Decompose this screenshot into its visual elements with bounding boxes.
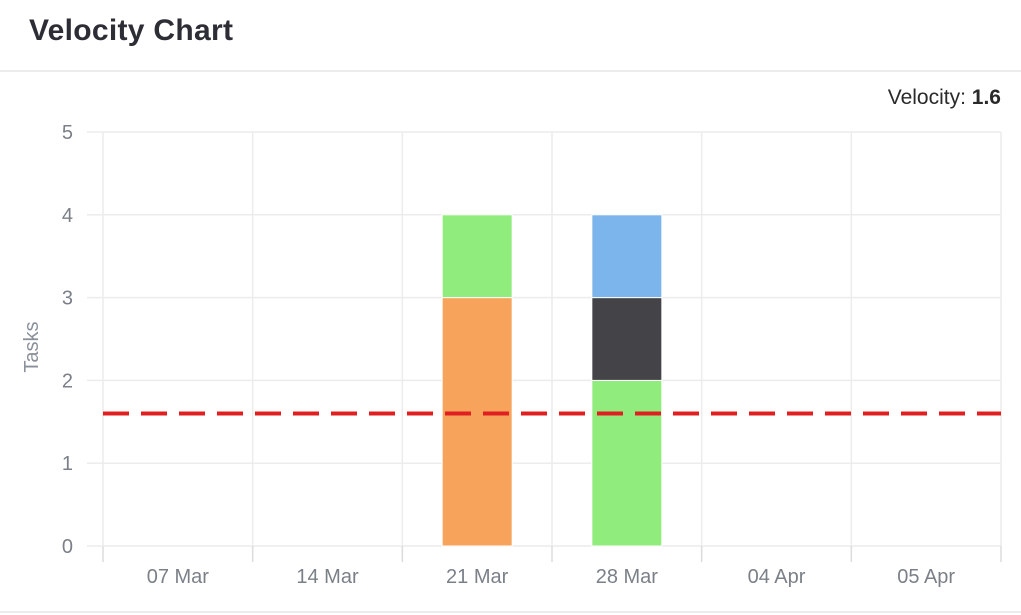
- y-axis-ticks: 0 1 2 3 4 5: [62, 122, 73, 558]
- bar-segment[interactable]: [591, 297, 663, 381]
- x-tick-label: 05 Apr: [897, 566, 955, 588]
- velocity-label: Velocity:: [887, 86, 966, 109]
- chart-header: Velocity Chart: [0, 0, 1021, 72]
- bar-segment[interactable]: [591, 379, 663, 547]
- x-tick-label: 07 Mar: [147, 566, 210, 588]
- x-axis-ticks: 07 Mar 14 Mar 21 Mar 28 Mar 04 Apr 05 Apr: [147, 566, 956, 588]
- footer-divider: [0, 611, 1021, 613]
- x-tick-label: 14 Mar: [296, 566, 359, 588]
- y-tick-label: 5: [62, 122, 73, 144]
- bar-segment[interactable]: [441, 214, 513, 299]
- x-tick-label: 21 Mar: [446, 566, 509, 588]
- bar-segment[interactable]: [441, 297, 513, 547]
- x-tick-label: 04 Apr: [748, 566, 806, 588]
- bar-segment[interactable]: [591, 214, 663, 299]
- y-tick-label: 0: [62, 536, 73, 558]
- y-tick-label: 3: [62, 288, 73, 310]
- y-tick-label: 2: [62, 370, 73, 392]
- y-axis-label: Tasks: [21, 321, 43, 372]
- x-tick-label: 28 Mar: [596, 566, 659, 588]
- y-tick-label: 4: [62, 205, 73, 227]
- chart-bars: [441, 214, 663, 547]
- page-title: Velocity Chart: [29, 14, 234, 47]
- y-tick-label: 1: [62, 453, 73, 475]
- velocity-value: 1.6: [971, 86, 1001, 109]
- chart-grid: [87, 131, 1002, 562]
- velocity-summary: Velocity: 1.6: [888, 86, 1001, 110]
